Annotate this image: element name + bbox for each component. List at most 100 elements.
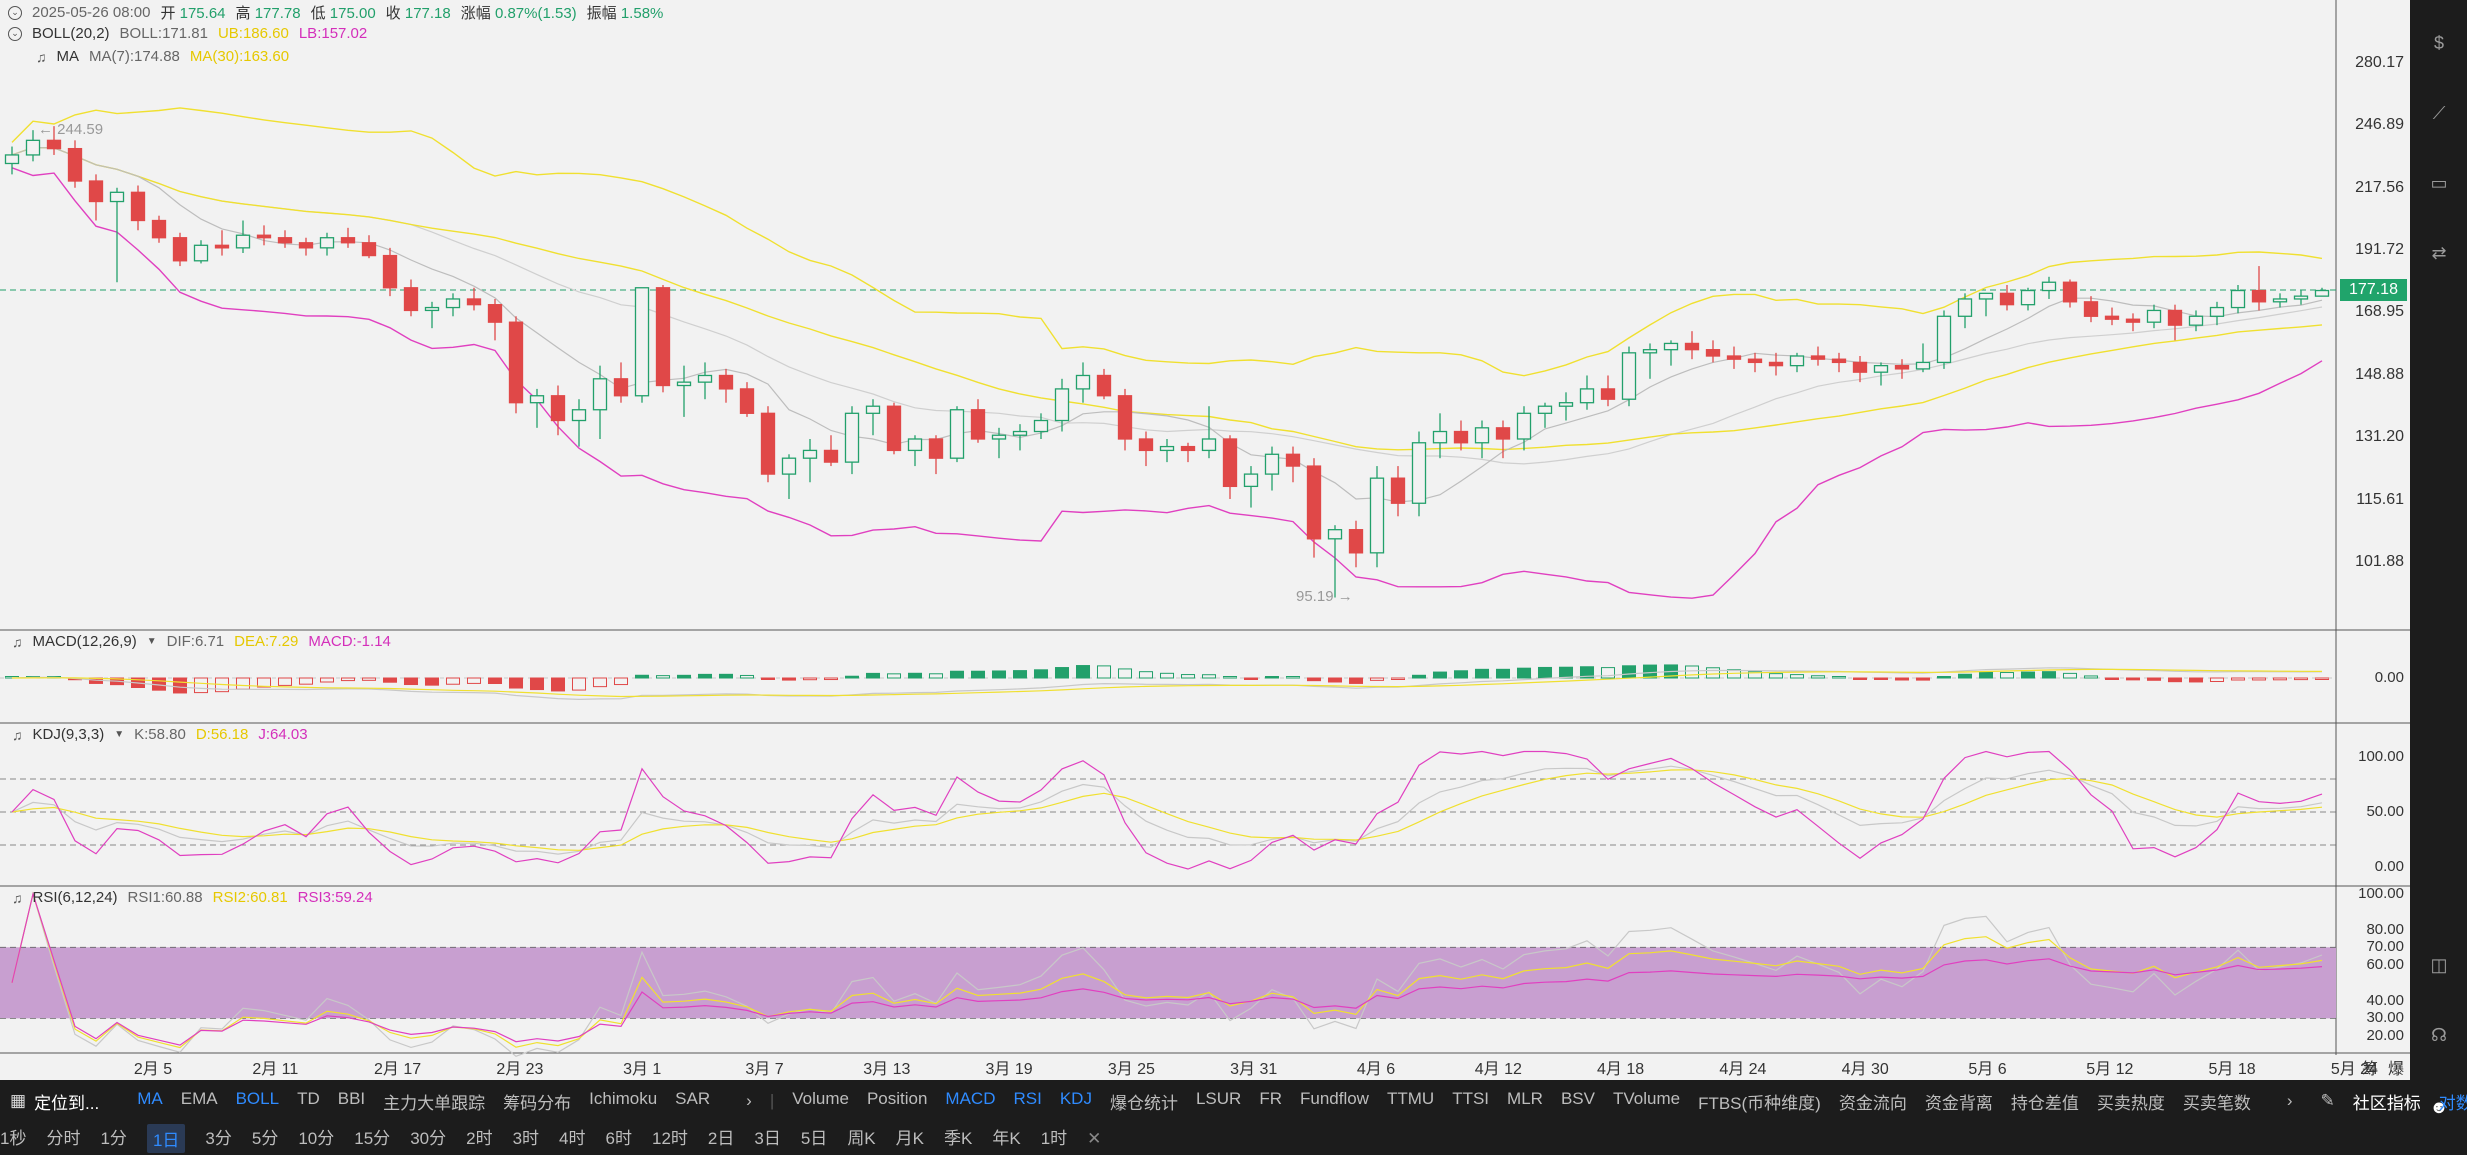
timeframe-option[interactable]: 12时 [651,1129,688,1148]
rsi-legend[interactable]: ♫ RSI(6,12,24) RSI1:60.88 RSI2:60.81 RSI… [12,889,373,906]
sub-indicator-4[interactable]: KDJ [1059,1088,1092,1108]
sub-indicator-16[interactable]: 资金背离 [1924,1093,1993,1113]
sub-indicator-19[interactable]: 买卖笔数 [2182,1093,2251,1113]
macd-histogram-bar [697,673,713,679]
boll-legend[interactable]: ⌄ BOLL(20,2) BOLL:171.81 UB:186.60 LB:15… [8,25,367,42]
assistant-icon[interactable]: ☻ [2429,1097,2449,1117]
layout-icon[interactable]: ◫ [2430,955,2448,975]
timeframe-option[interactable]: 周K [847,1129,876,1148]
timeframe-option[interactable]: 6时 [605,1129,632,1148]
timeframe-option[interactable]: 1秒 [0,1129,27,1148]
sub-indicator-12[interactable]: BSV [1560,1088,1595,1108]
main-indicator-ichimoku[interactable]: Ichimoku [589,1088,658,1108]
main-indicator-ma[interactable]: MA [137,1088,163,1108]
timeframe-option[interactable]: 2日 [707,1129,735,1148]
change-value: 0.87%(1.53) [494,5,577,22]
dropdown-caret-icon[interactable]: ▼ [114,729,125,740]
candle [2272,293,2288,308]
sub-indicator-9[interactable]: TTMU [1386,1088,1435,1108]
sub-indicator-2[interactable]: MACD [945,1088,996,1108]
timeframe-option[interactable]: 分时 [46,1129,81,1148]
main-indicator-boll[interactable]: BOLL [235,1088,280,1108]
kdj-legend[interactable]: ♫ KDJ(9,3,3) ▼ K:58.80 D:56.18 J:64.03 [12,726,308,743]
macd-histogram-bar [1936,676,1952,679]
ma-legend[interactable]: ♫ MA MA(7):174.88 MA(30):163.60 [36,48,289,65]
candle [2146,304,2162,329]
sub-indicator-8[interactable]: Fundflow [1299,1088,1369,1108]
timeframe-option[interactable]: 5日 [800,1129,828,1148]
liquidation-label[interactable]: 爆 [2388,1061,2405,1078]
timeframe-option[interactable]: 30分 [410,1129,447,1148]
main-indicator-筹码分布[interactable]: 筹码分布 [503,1093,572,1113]
close-icon[interactable]: ✕ [1087,1128,1102,1148]
calendar-icon[interactable]: ▦ [10,1091,27,1110]
bell-icon[interactable]: ♫ [12,726,23,743]
macd-histogram-bar [1306,677,1322,682]
timeframe-option[interactable]: 15分 [354,1129,391,1148]
sub-indicator-6[interactable]: LSUR [1195,1088,1242,1108]
sub-indicator-14[interactable]: FTBS(币种维度) [1698,1093,1821,1113]
timeframe-option[interactable]: 3日 [754,1129,781,1148]
sub-indicator-17[interactable]: 持仓差值 [2010,1093,2079,1113]
main-indicator-ema[interactable]: EMA [180,1088,218,1108]
timeframe-option[interactable]: 2时 [466,1129,493,1148]
sub-indicator-13[interactable]: TVolume [1612,1088,1681,1108]
edit-icon[interactable]: ✎ [2320,1091,2335,1110]
timeframe-option[interactable]: 年K [992,1129,1021,1148]
sub-indicator-1[interactable]: Position [866,1088,928,1108]
candle [1033,413,1049,439]
headset-icon[interactable]: ☊ [2431,1025,2447,1045]
sub-indicator-0[interactable]: Volume [792,1088,849,1108]
log-scale-toggle[interactable]: 对数 [2438,1093,2467,1113]
main-indicator-bbi[interactable]: BBI [337,1088,366,1108]
timeframe-option[interactable]: 4时 [559,1129,586,1148]
sub-more-chevron-icon[interactable]: › [2286,1091,2293,1110]
sub-indicator-5[interactable]: 爆仓统计 [1109,1093,1178,1113]
main-indicator-主力大单跟踪[interactable]: 主力大单跟踪 [383,1093,486,1113]
community-indicators-button[interactable]: 社区指标 [2352,1093,2421,1113]
candle-body [1936,315,1952,364]
sub-indicator-10[interactable]: TTSI [1452,1088,1490,1108]
macd-histogram-bar [1558,666,1574,679]
timeframe-option[interactable]: 季K [944,1129,973,1148]
locate-button[interactable]: 定位到... [34,1093,100,1113]
timeframe-option[interactable]: 1分 [100,1129,127,1148]
monitor-icon[interactable]: ▭ [2430,173,2448,193]
timeframe-option[interactable]: 3分 [205,1129,232,1148]
dollar-icon[interactable]: $ [2433,33,2444,53]
macd-histogram-bar [1390,677,1406,680]
collapse-chevron-icon[interactable]: ⌄ [8,26,22,41]
chart-trend-icon[interactable]: ⟋ [2432,103,2446,123]
macd-legend[interactable]: ♫ MACD(12,26,9) ▼ DIF:6.71 DEA:7.29 MACD… [12,633,391,650]
date-axis-label: 5月 18 [2208,1061,2256,1078]
chips-label[interactable]: 筹 [2362,1061,2379,1078]
main-indicator-sar[interactable]: SAR [675,1088,711,1108]
dropdown-caret-icon[interactable]: ▼ [146,636,157,647]
macd-histogram-bar [1747,671,1763,679]
collapse-chevron-icon[interactable]: ⌄ [8,5,22,20]
macd-histogram-bar [1159,672,1175,679]
main-more-chevron-icon[interactable]: › [746,1091,752,1110]
sub-indicator-11[interactable]: MLR [1507,1088,1543,1108]
timeframe-option[interactable]: 1时 [1040,1129,1068,1148]
sub-indicator-3[interactable]: RSI [1013,1088,1042,1108]
candle-body [781,457,797,475]
high-label: 高 [235,5,251,22]
timeframe-option[interactable]: 月K [895,1129,924,1148]
bell-icon[interactable]: ♫ [12,889,23,906]
sub-indicator-7[interactable]: FR [1259,1088,1282,1108]
candle-body [697,374,713,383]
bell-icon[interactable]: ♫ [36,48,47,65]
timeframe-option[interactable]: 10分 [298,1129,335,1148]
timeframe-option[interactable]: 5分 [251,1129,279,1148]
sub-indicator-15[interactable]: 资金流向 [1838,1093,1907,1113]
timeframe-option[interactable]: 3时 [512,1129,540,1148]
divider: | [769,1091,775,1110]
swap-icon[interactable]: ⇄ [2431,243,2447,263]
timeframe-option[interactable]: 1日 [146,1124,186,1153]
bell-icon[interactable]: ♫ [12,633,23,650]
candle [1453,420,1469,451]
sub-indicator-18[interactable]: 买卖热度 [2096,1093,2165,1113]
main-indicator-td[interactable]: TD [297,1088,320,1108]
